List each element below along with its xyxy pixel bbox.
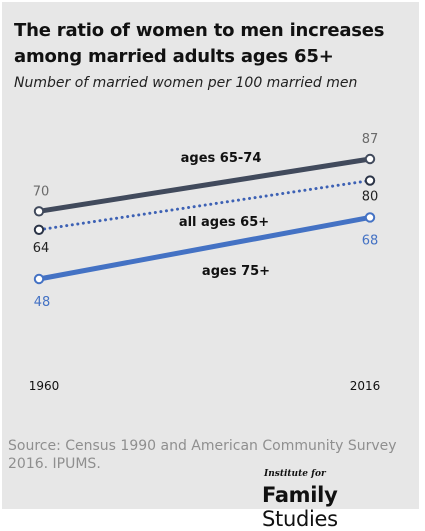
data-label-1-1: 70 [33,184,50,199]
data-point-3-2 [364,212,376,223]
data-point-3-1 [33,273,45,285]
brand-institute-for: Institute for [264,469,326,479]
data-label-2-2: 80 [362,190,379,205]
data-label-2-1: 64 [33,241,50,256]
x-tick-label: 1960 [29,379,60,393]
x-tick-label: 2016 [350,379,381,393]
data-point-2-2 [364,175,376,186]
source-note: Source: Census 1990 and American Communi… [8,438,397,472]
data-label-3-1: 48 [34,295,51,310]
series-line-1 [38,156,371,214]
series-name-label-1: ages 65-74 [181,151,262,166]
chart-title: The ratio of women to men increases amon… [14,20,385,67]
data-point-1-2 [364,153,376,165]
data-point-1-1 [33,206,45,217]
brand-word-family: Family [262,483,338,507]
line-chart: 70 87 ages 65-74 64 80 all ages 65+ 48 68 ages 7… [29,132,381,393]
brand-logo: Family Studies [262,483,419,531]
series-line-3 [38,215,371,282]
series-name-label-2: all ages 65+ [179,215,269,230]
series-name-label-3: ages 75+ [202,264,270,279]
series-line-2 [37,179,372,232]
data-label-1-2: 87 [362,132,379,147]
data-point-2-1 [33,224,45,235]
chart-subtitle: Number of married women per 100 married … [14,75,358,91]
brand-word-studies: Studies [262,507,338,531]
data-label-3-2: 68 [362,233,379,248]
